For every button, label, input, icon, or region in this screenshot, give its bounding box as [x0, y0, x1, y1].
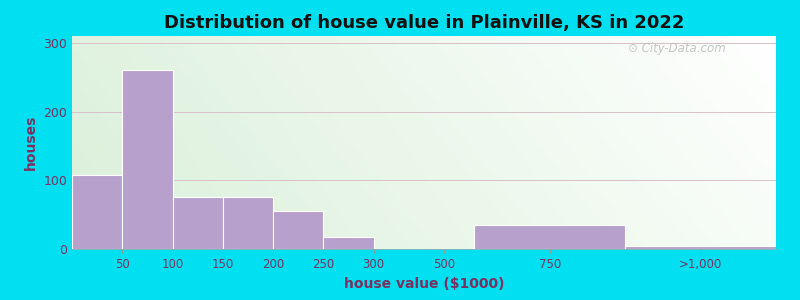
Y-axis label: houses: houses: [24, 115, 38, 170]
Bar: [273, 211, 323, 249]
Bar: [474, 225, 625, 249]
Bar: [625, 246, 776, 249]
Bar: [323, 237, 374, 249]
Bar: [173, 197, 223, 249]
Bar: [223, 197, 273, 249]
Bar: [122, 70, 173, 249]
X-axis label: house value ($1000): house value ($1000): [344, 277, 504, 291]
Title: Distribution of house value in Plainville, KS in 2022: Distribution of house value in Plainvill…: [164, 14, 684, 32]
Bar: [72, 176, 122, 249]
Text: ⊙ City-Data.com: ⊙ City-Data.com: [628, 42, 726, 56]
